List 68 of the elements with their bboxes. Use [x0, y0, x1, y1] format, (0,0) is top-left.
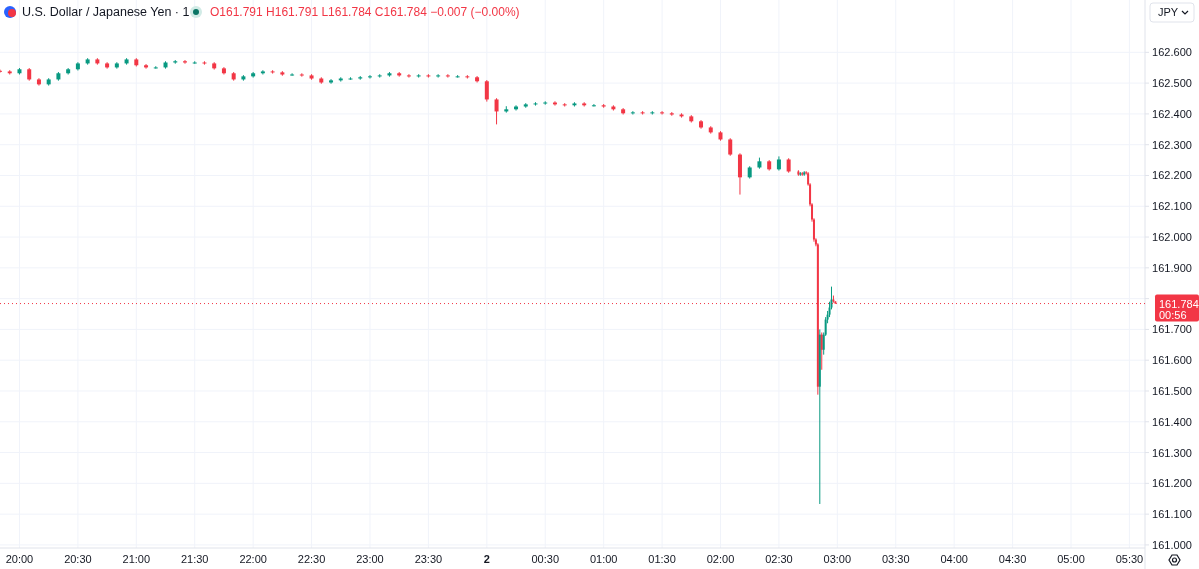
- candlestick: [436, 73, 441, 79]
- y-tick-label: 162.300: [1152, 138, 1192, 151]
- candlestick: [202, 60, 207, 66]
- chart-subtitle: O161.791 H161.791 L161.784 C161.784 −0.007 (−0.00%): [210, 5, 520, 19]
- y-tick-label: 161.400: [1152, 415, 1192, 428]
- x-tick-label: 20:00: [5, 553, 34, 565]
- x-tick-label: 00:30: [531, 553, 559, 565]
- candlestick: [533, 101, 538, 107]
- x-tick-label: 03:00: [823, 553, 852, 565]
- x-tick-label: 23:00: [356, 553, 384, 565]
- y-tick-label: 161.100: [1152, 508, 1192, 521]
- candlestick: [465, 74, 470, 80]
- x-tick-label: 01:00: [589, 553, 618, 565]
- x-tick-label: 22:30: [297, 553, 326, 565]
- candlestick: [737, 152, 742, 196]
- text: 00:56: [1159, 308, 1187, 321]
- candlestick: [591, 103, 596, 108]
- candlestick: [367, 74, 372, 80]
- x-tick-label: 05:30: [1115, 553, 1144, 565]
- candlestick: [105, 61, 110, 70]
- candlestick: [543, 100, 548, 106]
- candlestick: [270, 69, 275, 75]
- y-tick-label: 161.700: [1152, 323, 1192, 336]
- y-tick-label: 162.200: [1152, 169, 1192, 182]
- candlestick: [416, 73, 421, 79]
- candlestick: [475, 75, 480, 84]
- y-tick-label: 161.200: [1152, 477, 1192, 490]
- candlestick: [562, 102, 567, 108]
- candlestick: [630, 110, 635, 116]
- x-tick-label: 03:30: [881, 553, 910, 565]
- candlestick: [621, 107, 626, 116]
- candlestick: [660, 110, 665, 116]
- candlestick: [650, 110, 655, 116]
- x-tick-label: 02:30: [765, 553, 793, 565]
- candlestick: [494, 97, 499, 125]
- candlestick: [426, 73, 431, 79]
- candlestick: [445, 73, 450, 79]
- y-tick-label: 162.600: [1152, 46, 1192, 59]
- y-tick-label: 161.900: [1152, 261, 1192, 274]
- y-tick-label: 161.600: [1152, 354, 1192, 367]
- x-tick-label: 21:30: [180, 553, 209, 565]
- candlestick: [251, 71, 256, 79]
- y-tick-label: 161.500: [1152, 384, 1192, 397]
- x-tick-label: 04:30: [998, 553, 1027, 565]
- y-tick-label: 161.300: [1152, 446, 1192, 459]
- y-tick-label: 162.000: [1152, 231, 1192, 244]
- x-tick-label: 21:00: [122, 553, 151, 565]
- candlestick: [484, 79, 489, 103]
- ref-line-label: 161.784: [1159, 297, 1199, 310]
- x-tick-label: 22:00: [239, 553, 267, 565]
- x-tick-label: 01:30: [648, 553, 676, 565]
- y-tick-label: 162.400: [1152, 107, 1192, 120]
- y-tick-label: 161.000: [1152, 538, 1192, 551]
- candlestick: [299, 72, 304, 78]
- x-tick-label: 04:00: [940, 553, 968, 565]
- text: JPY: [1158, 6, 1179, 18]
- x-tick-label: 20:30: [64, 553, 92, 565]
- x-tick-label: 23:30: [414, 553, 443, 565]
- y-tick-label: 162.500: [1152, 77, 1192, 90]
- x-tick-label: 05:00: [1057, 553, 1085, 565]
- candlestick: [640, 110, 645, 116]
- candlestick: [406, 73, 411, 79]
- x-tick-label: 2: [483, 553, 490, 565]
- y-tick-label: 162.100: [1152, 200, 1192, 213]
- x-tick-label: 02:00: [706, 553, 735, 565]
- chart-title: U.S. Dollar / Japanese Yen · 1: [22, 5, 190, 19]
- candlestick: [260, 69, 265, 75]
- candlestick: [377, 73, 382, 79]
